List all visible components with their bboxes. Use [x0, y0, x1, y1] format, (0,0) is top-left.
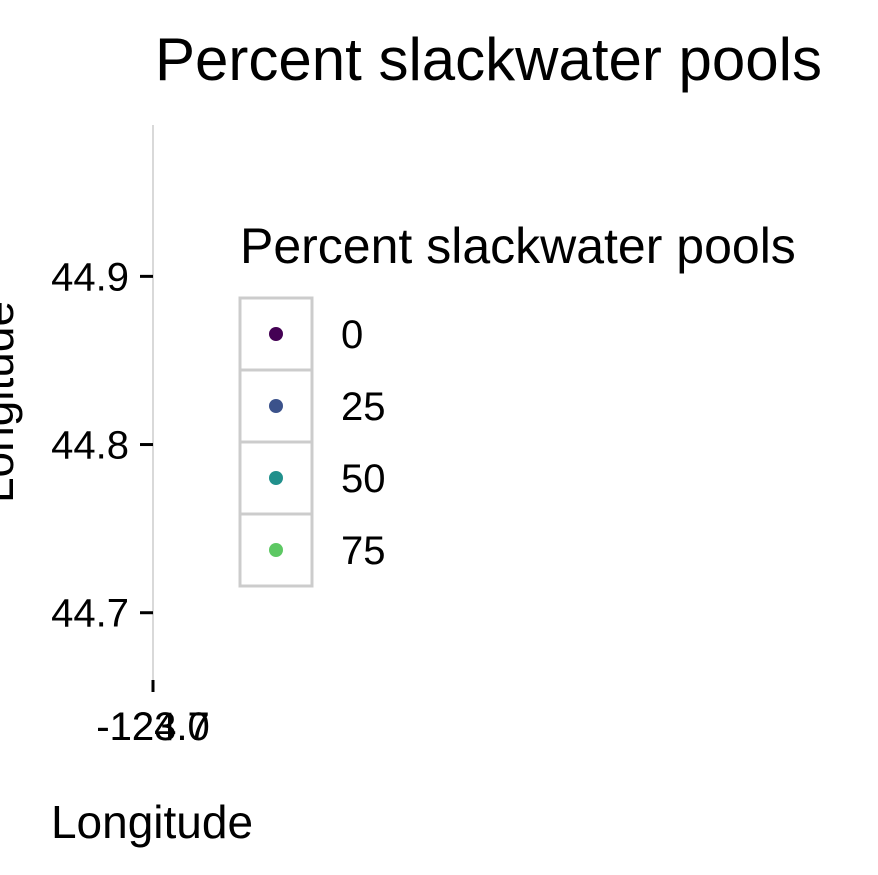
chart-title: Percent slackwater pools — [155, 26, 822, 93]
legend-key-point — [269, 399, 283, 413]
legend-key-point — [269, 471, 283, 485]
y-tick-label: 44.8 — [51, 424, 129, 468]
legend: Percent slackwater pools 0 25 50 75 — [238, 218, 796, 588]
legend-entry-label: 50 — [341, 457, 386, 501]
legend-entries: 0 25 50 75 — [238, 296, 386, 588]
legend-key-point — [269, 327, 283, 341]
legend-entry-label: 0 — [341, 313, 363, 357]
y-tick-label: 44.9 — [51, 255, 129, 299]
x-tick-label: -124.0 — [96, 705, 209, 749]
legend-key-point — [269, 543, 283, 557]
y-tick-label: 44.7 — [51, 592, 129, 636]
x-axis-tick-labels: -124.0-123.7 — [96, 705, 209, 749]
legend-key-box — [238, 512, 314, 588]
legend-title: Percent slackwater pools — [240, 218, 796, 274]
y-axis-ticks: 44.7 44.8 44.9 — [51, 255, 153, 636]
legend-entry-label: 25 — [341, 385, 386, 429]
legend-entry-label: 75 — [341, 529, 386, 573]
y-axis-title: Longitude — [0, 301, 23, 503]
x-axis-title: Longitude — [51, 796, 253, 848]
x-tick-label: -123.7 — [96, 705, 209, 749]
